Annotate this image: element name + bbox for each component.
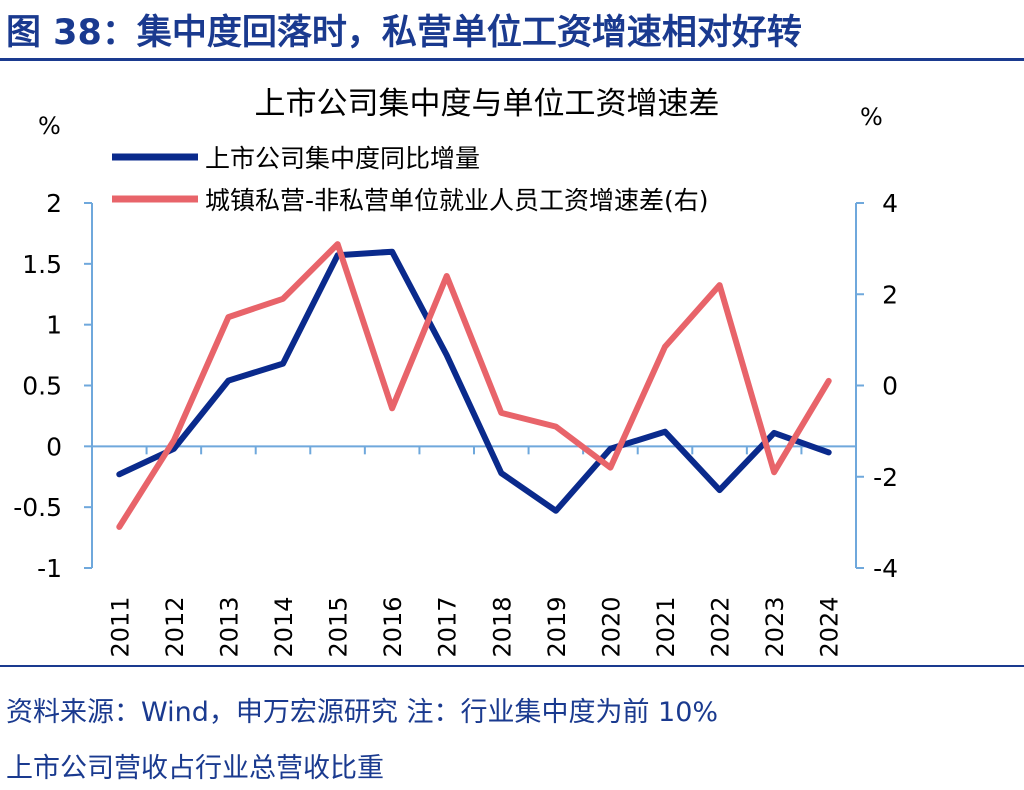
chart: 上市公司集中度与单位工资增速差 % % 上市公司集中度同比增量 城镇私营-非私营… (13, 86, 898, 658)
right-axis-tick-label: 4 (882, 189, 898, 218)
right-axis-tick-label: 2 (882, 280, 898, 309)
right-axis-tick-label: -2 (873, 463, 898, 492)
x-axis-tick-label: 2018 (488, 596, 516, 657)
left-axis-tick-label: -1 (37, 554, 62, 583)
data-point-wage-gap (391, 407, 393, 409)
x-axis-tick-label: 2016 (379, 596, 407, 657)
bottom-rule (0, 665, 1024, 667)
data-point-wage-gap (282, 298, 284, 300)
axes: 2 1.5 1 0.5 0 -0.5 -1 4 2 0 -2 -4 2011 2012 2013 2014 20… (13, 189, 898, 658)
data-point-concentration (282, 363, 284, 365)
left-axis-tick-label: 0.5 (22, 372, 62, 401)
legend-label-wage-gap: 城镇私营-非私营单位就业人员工资增速差(右) (205, 186, 709, 215)
x-axis-tick-label: 2024 (816, 596, 844, 657)
x-axis-tick-label: 2015 (325, 596, 353, 657)
left-axis-tick-label: 1.5 (22, 250, 62, 279)
x-axis-tick-label: 2019 (543, 596, 571, 657)
chart-title: 上市公司集中度与单位工资增速差 (255, 86, 720, 122)
x-axis-tick-label: 2014 (270, 596, 298, 657)
right-axis-tick-label: 0 (882, 372, 898, 401)
source-note-continued: 上市公司营收占行业总营收比重 (6, 753, 384, 784)
x-axis-tick-label: 2021 (652, 596, 680, 657)
data-point-wage-gap (227, 316, 229, 318)
data-point-concentration (664, 431, 666, 433)
x-axis-tick-label: 2022 (707, 596, 735, 657)
right-axis-tick-label: -4 (873, 554, 898, 583)
data-point-concentration (828, 451, 830, 453)
x-axis-tick-label: 2020 (597, 596, 625, 657)
legend: 上市公司集中度同比增量 城镇私营-非私营单位就业人员工资增速差(右) (112, 144, 709, 215)
x-axis-tick-label: 2013 (215, 596, 243, 657)
series-layer (116, 241, 832, 530)
series-line-wage-gap (116, 241, 832, 530)
data-point-wage-gap (446, 275, 448, 277)
left-axis-tick-label: -0.5 (13, 493, 62, 522)
top-rule (0, 58, 1024, 61)
data-point-wage-gap (609, 467, 611, 469)
series-line-concentration (116, 248, 832, 514)
x-axis-tick-label: 2012 (161, 596, 189, 657)
left-axis-tick-label: 0 (46, 432, 62, 461)
figure-title: 图 38：集中度回落时，私营单位工资增速相对好转 (6, 13, 802, 53)
x-axis-tick-label: 2011 (106, 596, 134, 657)
left-axis-tick-label: 1 (46, 311, 62, 340)
source-note: 资料来源：Wind，申万宏源研究 注：行业集中度为前 10% (6, 697, 719, 728)
left-axis-tick-label: 2 (46, 189, 62, 218)
x-axis-tick-label: 2023 (761, 596, 789, 657)
left-axis-unit: % (38, 112, 61, 140)
data-point-concentration (391, 251, 393, 253)
data-point-concentration (500, 472, 502, 474)
data-point-concentration (118, 473, 120, 475)
x-axis-tick-label: 2017 (434, 596, 462, 657)
data-point-wage-gap (118, 526, 120, 528)
data-point-wage-gap (337, 243, 339, 245)
data-point-concentration (227, 380, 229, 382)
data-point-wage-gap (719, 284, 721, 286)
right-axis-unit: % (860, 103, 883, 131)
data-point-wage-gap (773, 471, 775, 473)
data-point-wage-gap (555, 426, 557, 428)
legend-label-concentration: 上市公司集中度同比增量 (205, 144, 480, 173)
data-point-wage-gap (500, 412, 502, 414)
data-point-concentration (609, 448, 611, 450)
data-point-concentration (446, 354, 448, 356)
data-point-concentration (719, 489, 721, 491)
data-point-wage-gap (664, 346, 666, 348)
data-point-wage-gap (173, 439, 175, 441)
data-point-wage-gap (828, 380, 830, 382)
data-point-concentration (773, 432, 775, 434)
data-point-concentration (555, 510, 557, 512)
data-point-concentration (173, 448, 175, 450)
data-point-concentration (337, 254, 339, 256)
